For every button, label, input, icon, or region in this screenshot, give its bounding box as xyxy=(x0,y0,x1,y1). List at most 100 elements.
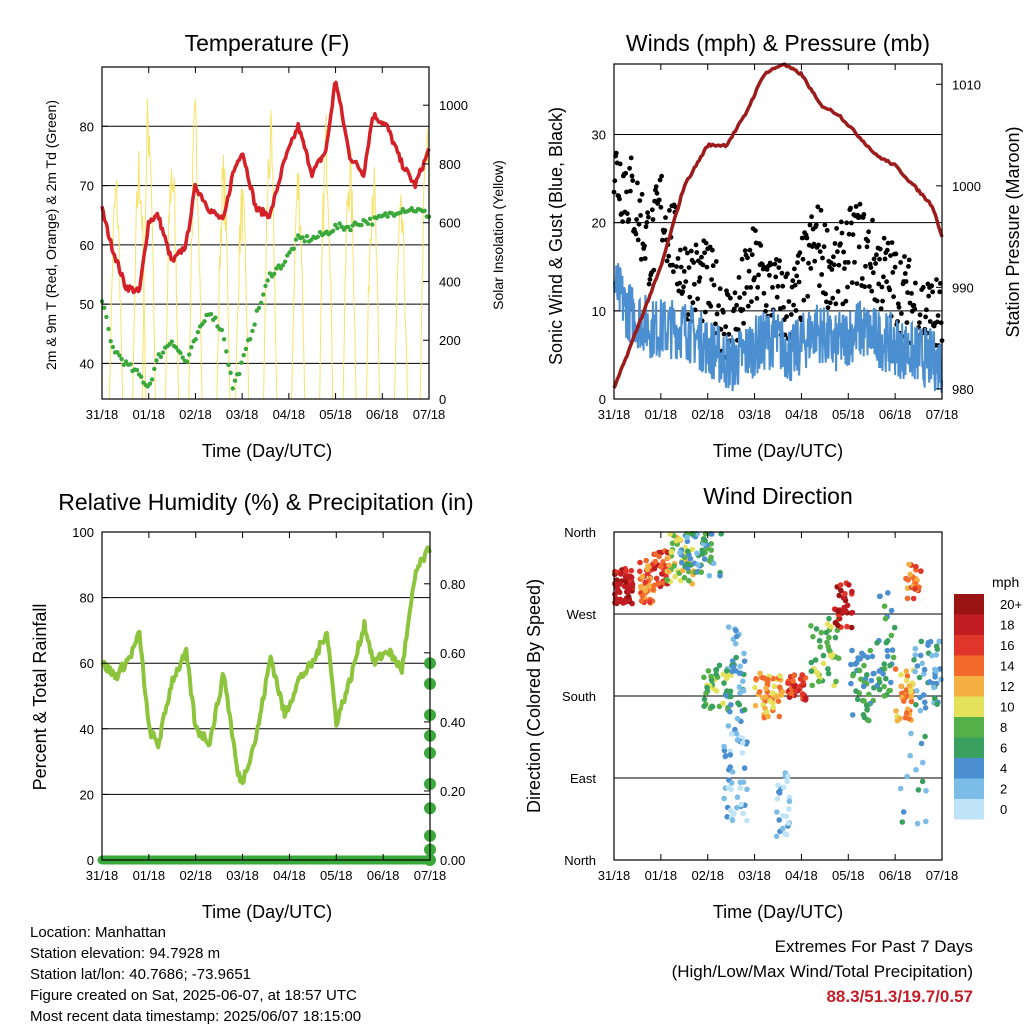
y-tick-label: South xyxy=(562,689,596,704)
direction-point xyxy=(809,682,815,689)
direction-point xyxy=(918,568,924,574)
direction-point xyxy=(814,669,821,676)
gust-point xyxy=(788,312,794,317)
dewpoint-point xyxy=(243,346,249,352)
sonic-wind-series xyxy=(613,263,943,393)
gust-point xyxy=(785,271,790,277)
dewpoint-point xyxy=(106,326,111,332)
temperature-ticks: 31/18 01/18 02/18 03/18 04/18 05/18 06/18 07/18… xyxy=(80,67,468,422)
dewpoint-point xyxy=(237,371,242,377)
gust-point xyxy=(770,285,775,290)
direction-point xyxy=(777,673,783,679)
gust-point xyxy=(853,204,859,209)
dewpoint-point xyxy=(102,305,107,310)
dewpoint-point xyxy=(278,266,283,271)
gust-point xyxy=(664,258,670,264)
gust-point xyxy=(627,165,632,171)
direction-point xyxy=(783,813,790,820)
direction-point xyxy=(776,790,783,796)
direction-point xyxy=(923,788,929,794)
gust-point xyxy=(628,155,634,161)
direction-point xyxy=(899,690,905,697)
dewpoint-point xyxy=(280,263,286,268)
gust-point xyxy=(710,247,715,253)
direction-point xyxy=(850,672,856,679)
gust-point xyxy=(739,256,745,262)
direction-point xyxy=(826,615,832,622)
direction-point xyxy=(834,627,841,634)
dewpoint-point xyxy=(348,227,353,233)
direction-point xyxy=(898,683,904,690)
speed-legend-swatch xyxy=(954,737,984,758)
gust-point xyxy=(874,252,879,258)
winds-plot-frame xyxy=(613,63,943,400)
gust-point xyxy=(792,266,797,272)
gust-point xyxy=(819,272,825,277)
direction-point xyxy=(900,809,907,815)
direction-point xyxy=(903,677,910,684)
direction-point xyxy=(849,609,856,616)
direction-point xyxy=(857,656,863,662)
temperature-gridlines xyxy=(102,125,429,364)
direction-point xyxy=(918,740,925,747)
relative-humidity-line xyxy=(100,545,432,786)
gust-point xyxy=(736,275,742,280)
direction-point xyxy=(699,551,706,557)
dewpoint-point xyxy=(160,350,166,355)
gust-point xyxy=(884,279,889,285)
direction-point xyxy=(721,680,727,686)
direction-point xyxy=(728,786,734,793)
direction-point xyxy=(791,683,798,690)
gust-point xyxy=(688,248,694,254)
gust-point xyxy=(744,285,750,290)
gust-point xyxy=(691,260,697,265)
direction-point xyxy=(708,541,714,547)
speed-legend-label: 20+ xyxy=(1000,597,1022,612)
y-tick-label-right: 400 xyxy=(439,274,461,289)
x-tick-label: 07/18 xyxy=(926,868,959,883)
gust-point xyxy=(714,311,720,317)
speed-legend-label: 16 xyxy=(1000,638,1014,653)
direction-point xyxy=(774,694,780,700)
dewpoint-point xyxy=(115,350,120,355)
direction-point xyxy=(724,814,730,820)
direction-point xyxy=(773,833,780,840)
gust-point xyxy=(675,256,681,261)
direction-point xyxy=(612,591,618,598)
gust-point xyxy=(831,262,837,268)
direction-point xyxy=(717,573,723,579)
direction-point xyxy=(904,693,910,699)
gust-point xyxy=(773,274,779,280)
direction-point xyxy=(677,549,683,556)
direction-point xyxy=(861,698,867,704)
direction-point xyxy=(825,666,831,672)
direction-point xyxy=(764,709,770,715)
station-info: Location: Manhattan Station elevation: 9… xyxy=(30,922,361,1027)
direction-point xyxy=(812,657,819,663)
direction-point xyxy=(881,693,888,699)
gust-point xyxy=(884,247,890,253)
gust-point xyxy=(695,296,700,302)
solar-insolation-line xyxy=(319,114,334,400)
direction-point xyxy=(853,688,859,694)
gust-point xyxy=(774,294,780,300)
direction-point xyxy=(734,737,741,743)
direction-point xyxy=(799,691,806,697)
gust-point xyxy=(748,285,754,290)
y-tick-label-right: 980 xyxy=(952,382,974,397)
direction-panel: Wind Direction 31/18 01/18 02/18 03/18 04/18… xyxy=(524,483,1022,922)
x-tick-label: 05/18 xyxy=(319,407,352,422)
direction-point xyxy=(722,753,729,759)
gust-point xyxy=(681,269,687,274)
gust-point xyxy=(820,255,825,261)
gust-point xyxy=(617,161,623,167)
gust-point xyxy=(696,279,702,284)
dewpoint-point xyxy=(315,234,320,239)
direction-point xyxy=(664,577,670,583)
gust-point xyxy=(793,308,799,313)
gust-point xyxy=(925,281,931,287)
gust-point xyxy=(838,219,844,225)
gust-point xyxy=(786,299,792,304)
x-tick-label: 07/18 xyxy=(926,407,959,422)
direction-point xyxy=(881,683,887,690)
